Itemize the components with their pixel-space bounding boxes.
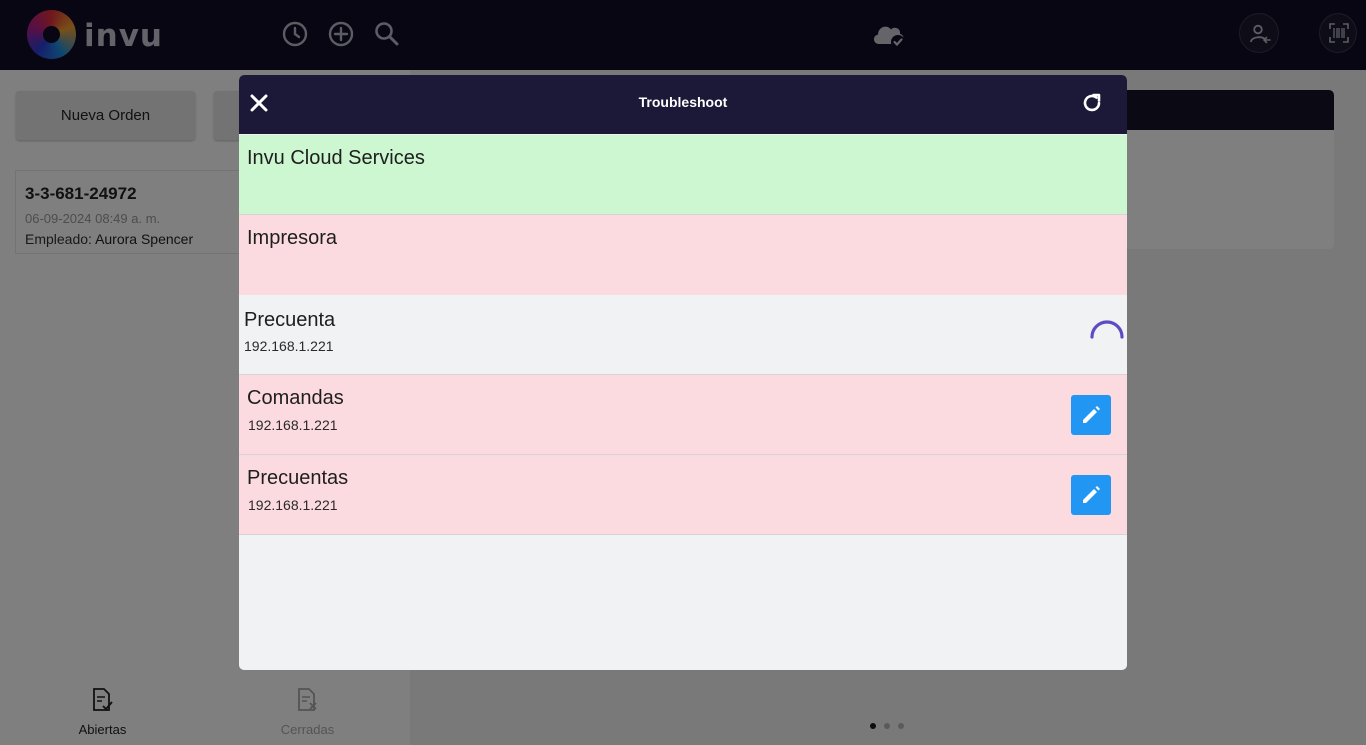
troubleshoot-dialog: Troubleshoot Invu Cloud Services Impreso… [239, 75, 1127, 670]
check-title: Comandas [247, 387, 344, 409]
pencil-icon [1083, 486, 1100, 503]
check-row-precuenta[interactable]: Precuenta 192.168.1.221 [239, 295, 1127, 375]
check-title: Precuenta [244, 309, 336, 331]
check-row-cloud-services[interactable]: Invu Cloud Services [239, 135, 1127, 215]
check-row-precuentas[interactable]: Precuentas 192.168.1.221 [239, 455, 1127, 535]
check-ip: 192.168.1.221 [248, 497, 338, 513]
dialog-header: Troubleshoot [239, 75, 1127, 134]
close-icon[interactable] [248, 92, 270, 114]
check-title: Precuentas [247, 467, 349, 489]
edit-printer-button[interactable] [1071, 475, 1111, 515]
check-row-impresora[interactable]: Impresora [239, 215, 1127, 295]
check-title: Invu Cloud Services [247, 147, 425, 169]
loading-spinner-icon [1090, 320, 1124, 339]
check-ip: 192.168.1.221 [244, 338, 334, 354]
check-row-comandas[interactable]: Comandas 192.168.1.221 [239, 375, 1127, 455]
check-ip: 192.168.1.221 [248, 417, 338, 433]
pencil-icon [1083, 406, 1100, 423]
check-title: Impresora [247, 227, 338, 249]
edit-printer-button[interactable] [1071, 395, 1111, 435]
dialog-title: Troubleshoot [638, 94, 728, 110]
refresh-icon[interactable] [1080, 91, 1104, 115]
